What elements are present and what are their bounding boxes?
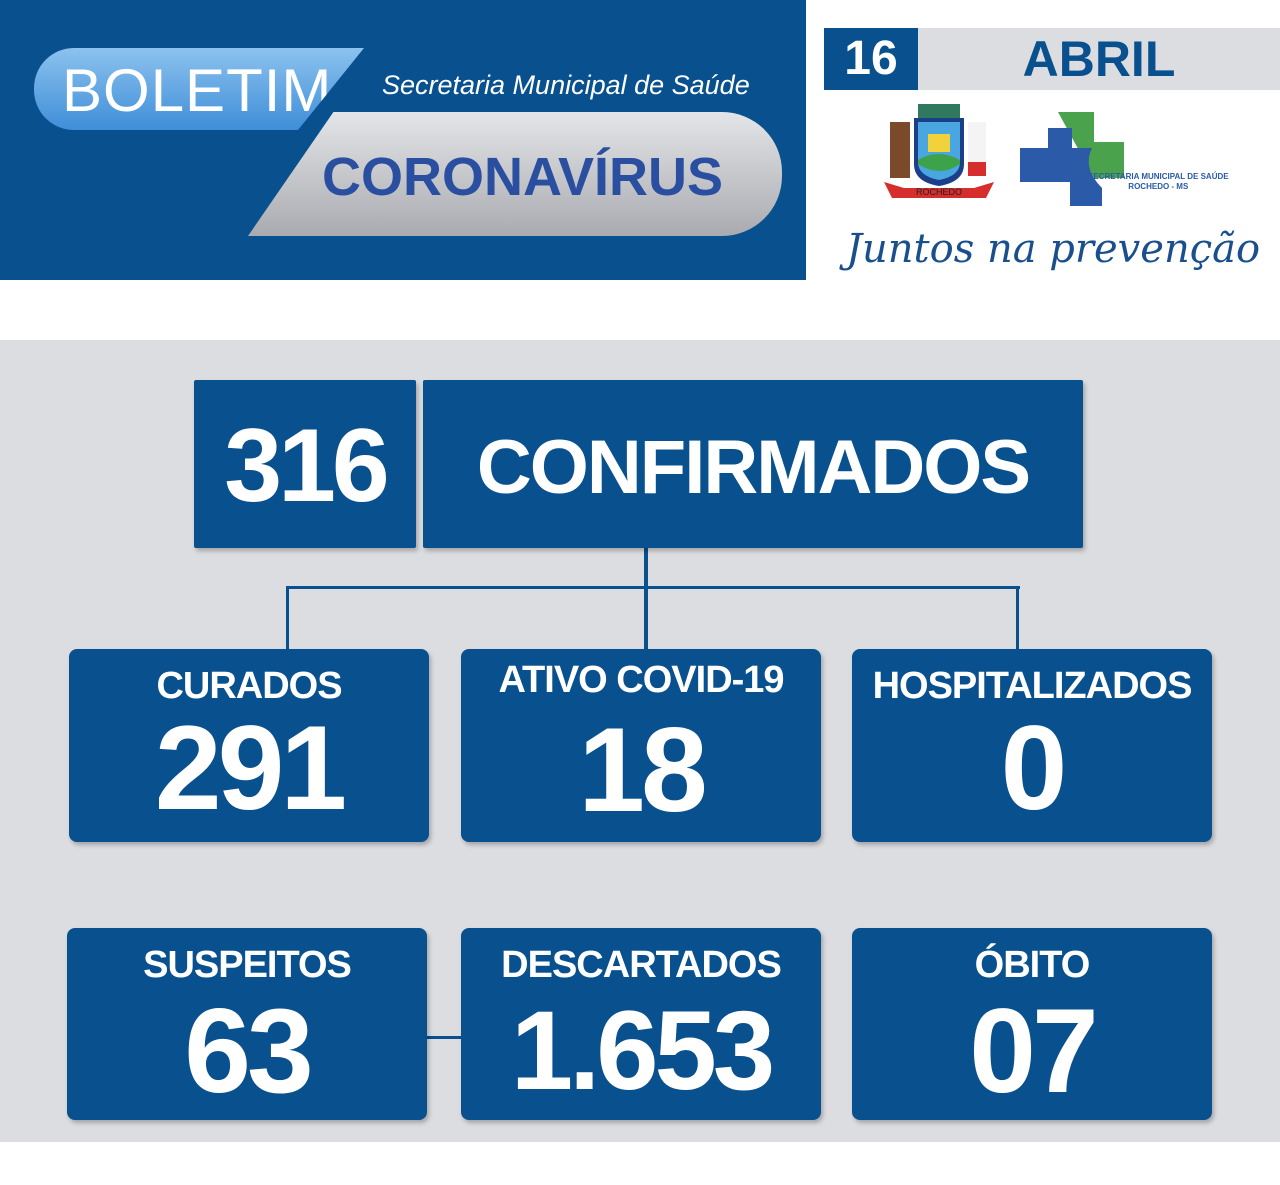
discarded-value: 1.653 [510,988,775,1113]
slogan: Juntos na prevenção [846,226,1261,272]
cured-box: CURADOS 291 [69,649,429,842]
connector [644,548,648,650]
active-box: ATIVO COVID-19 18 [461,649,821,842]
connector [286,586,289,650]
active-label: ATIVO COVID-19 [498,659,784,701]
suspected-label: SUSPEITOS [143,944,352,986]
confirmed-count-box: 316 [194,380,416,548]
date-day: 16 [824,28,918,90]
deaths-value: 07 [969,984,1098,1118]
title: CORONAVÍRUS [248,112,782,236]
secretaria-line1: SECRETARIA MUNICIPAL DE SAÚDE [1088,172,1229,181]
suspected-value: 63 [184,984,313,1118]
hospitalized-label: HOSPITALIZADOS [872,665,1193,707]
confirmed-label-box: CONFIRMADOS [423,380,1083,548]
cured-value: 291 [154,701,347,835]
connector [426,1036,462,1039]
secretaria-cross-logo [1020,112,1124,206]
suspected-box: SUSPEITOS 63 [67,928,427,1120]
rochedo-crest-logo: ROCHEDO [884,104,994,198]
crest-text: ROCHEDO [916,187,962,197]
deaths-label: ÓBITO [974,944,1091,986]
subtitle: Secretaria Municipal de Saúde [382,70,750,100]
discarded-box: DESCARTADOS 1.653 [461,928,821,1120]
deaths-box: ÓBITO 07 [852,928,1212,1120]
active-value: 18 [578,703,707,837]
cured-label: CURADOS [156,665,342,707]
secretaria-line2: ROCHEDO - MS [1128,182,1189,191]
connector [1016,586,1019,650]
confirmed-label: CONFIRMADOS [476,425,1031,510]
boletim-label: BOLETIM [34,48,364,130]
confirmed-value: 316 [224,408,390,524]
discarded-label: DESCARTADOS [501,944,782,986]
date-month: ABRIL [918,28,1280,90]
hospitalized-value: 0 [1000,701,1068,835]
connector [286,586,1020,589]
hospitalized-box: HOSPITALIZADOS 0 [852,649,1212,842]
